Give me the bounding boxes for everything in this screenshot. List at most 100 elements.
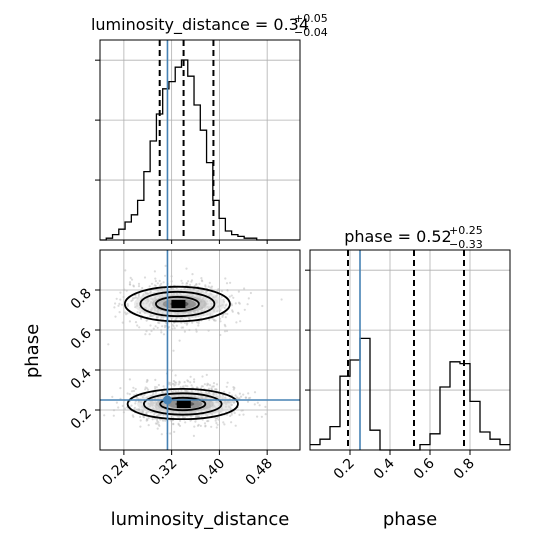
scatter-point (139, 415, 142, 418)
scatter-point (174, 374, 177, 377)
scatter-point (193, 425, 196, 428)
scatter-point (232, 296, 235, 299)
scatter-point (228, 391, 231, 394)
scatter-point (184, 421, 187, 424)
scatter-point (253, 391, 257, 394)
scatter-point (243, 287, 246, 290)
scatter-point (115, 297, 118, 300)
scatter-point (161, 325, 164, 328)
scatter-point (112, 409, 116, 412)
scatter-point (238, 413, 241, 416)
scatter-point (134, 296, 137, 299)
scatter-point (180, 279, 183, 282)
scatter-point (215, 417, 219, 420)
scatter-point (178, 380, 181, 383)
scatter-point (171, 382, 174, 385)
scatter-point (200, 277, 203, 280)
scatter-point (129, 283, 132, 286)
scatter-point (247, 392, 250, 395)
scatter-point (154, 387, 157, 390)
scatter-point (145, 330, 148, 333)
scatter-point (154, 280, 157, 283)
scatter-point (207, 419, 210, 423)
scatter-point (212, 382, 216, 385)
scatter-point (196, 424, 200, 427)
scatter-point (181, 386, 184, 389)
scatter-point (219, 317, 222, 320)
scatter-point (117, 304, 120, 307)
scatter-point (201, 385, 204, 388)
luminosity-distance-title: luminosity_distance = 0.34 (91, 15, 309, 35)
truth-marker (162, 395, 172, 405)
scatter-point (191, 273, 194, 276)
scatter-point (224, 277, 227, 280)
scatter-point (169, 383, 172, 386)
scatter-point (114, 315, 117, 318)
scatter-point (242, 413, 245, 416)
scatter-point (160, 288, 164, 291)
scatter-point (126, 392, 129, 395)
scatter-point (130, 299, 133, 303)
scatter-point (128, 393, 131, 396)
scatter-point (119, 298, 122, 301)
scatter-point (135, 408, 139, 411)
scatter-point (162, 419, 165, 422)
scatter-point (148, 285, 151, 288)
scatter-point (222, 421, 225, 424)
scatter-point (184, 384, 187, 387)
scatter-point (235, 396, 238, 399)
scatter-point (175, 324, 178, 327)
scatter-point (144, 388, 147, 391)
density-contour (126, 387, 239, 421)
joint-x-tick-label: 0.48 (243, 456, 276, 489)
scatter-point (141, 286, 144, 290)
joint-x-tick-label: 0.32 (147, 456, 180, 489)
scatter-point (122, 289, 125, 292)
scatter-point (122, 295, 125, 299)
scatter-point (152, 392, 155, 395)
scatter-point (164, 419, 167, 422)
scatter-point (233, 411, 236, 415)
joint-y-tick-label: 0.6 (68, 325, 95, 352)
scatter-point (136, 324, 139, 327)
scatter-point (159, 288, 162, 291)
scatter-point (122, 411, 125, 414)
scatter-point (139, 425, 142, 428)
scatter-point (179, 419, 182, 422)
scatter-point (194, 420, 197, 423)
scatter-point (167, 325, 170, 329)
scatter-point (216, 423, 219, 426)
scatter-point (208, 281, 211, 284)
scatter-point (155, 418, 159, 421)
scatter-point (256, 401, 259, 404)
scatter-point (154, 284, 157, 287)
scatter-point (189, 381, 192, 384)
joint-density-panel: 0.24 0.32 0.40 0.48 0.2 0.4 0.6 0.8 (68, 249, 301, 489)
scatter-point (173, 327, 176, 330)
scatter-point (180, 389, 183, 392)
scatter-point (229, 414, 232, 418)
x-axis-label-phase: phase (383, 509, 437, 530)
phase-title-lower: −0.33 (449, 238, 483, 251)
scatter-point (132, 389, 136, 393)
scatter-point (230, 294, 233, 297)
scatter-point (137, 409, 140, 412)
scatter-point (152, 327, 155, 330)
scatter-point (142, 415, 145, 418)
scatter-point (131, 390, 134, 393)
scatter-point (137, 285, 141, 288)
scatter-point (209, 314, 212, 317)
scatter-point (223, 423, 226, 426)
scatter-point (145, 412, 148, 415)
scatter-point (215, 421, 218, 425)
density-contour (139, 290, 216, 318)
density-contour (143, 392, 223, 416)
scatter-point (225, 303, 228, 306)
joint-mode-lower (126, 387, 239, 421)
scatter-point (224, 316, 227, 319)
scatter-point (237, 312, 240, 315)
scatter-point (107, 343, 110, 346)
scatter-point (226, 289, 229, 292)
luminosity-distance-histogram-panel: luminosity_distance = 0.34 +0.05 −0.04 (91, 12, 328, 244)
scatter-point (128, 281, 132, 284)
